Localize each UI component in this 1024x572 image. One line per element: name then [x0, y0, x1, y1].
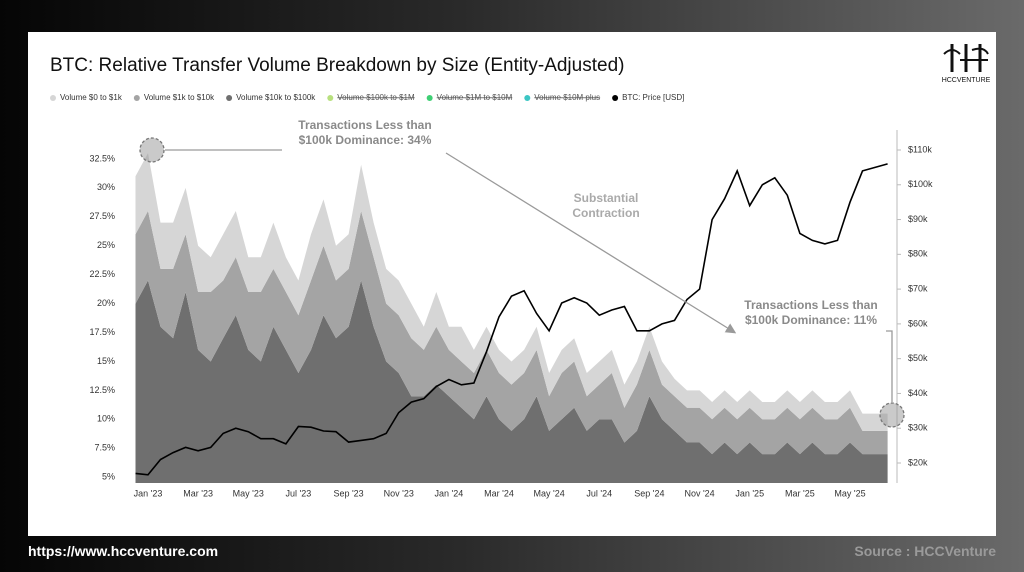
x-tick-label: Jan '25 — [735, 488, 764, 498]
y-tick-label: 25% — [97, 240, 115, 250]
y2-tick-label: $40k — [908, 388, 928, 398]
x-tick-label: Mar '24 — [484, 488, 514, 498]
annotations: Transactions Less than$100k Dominance: 3… — [298, 118, 877, 327]
legend-swatch — [524, 95, 531, 101]
y2-tick-label: $100k — [908, 179, 933, 189]
line — [135, 163, 888, 476]
footer-url: https://www.hccventure.com — [28, 543, 219, 559]
annotation: $100k Dominance: 34% — [299, 133, 432, 147]
area — [135, 211, 888, 455]
logo-text: HCCVENTURE — [942, 77, 991, 84]
legend-label: Volume $10k to $100k — [236, 93, 316, 102]
legend-label: BTC: Price [USD] — [622, 93, 684, 102]
y2-tick-label: $20k — [908, 457, 928, 467]
legend-label: Volume $10M plus — [534, 93, 600, 102]
legend-swatch — [327, 95, 334, 101]
x-tick-label: Sep '24 — [634, 488, 664, 498]
y-tick-label: 20% — [97, 298, 115, 308]
y-tick-label: 5% — [102, 472, 115, 482]
area — [135, 280, 888, 483]
y2-tick-label: $70k — [908, 283, 928, 293]
y-tick-label: 22.5% — [89, 269, 115, 279]
y2-tick-label: $90k — [908, 214, 928, 224]
x-tick-label: Jul '24 — [586, 488, 612, 498]
legend-label: Volume $1k to $10k — [144, 93, 215, 102]
legend-swatch — [226, 95, 233, 101]
y-tick-label: 30% — [97, 182, 115, 192]
x-tick-label: Mar '25 — [785, 488, 815, 498]
annotation: Substantial — [574, 191, 639, 205]
legend-swatch — [426, 95, 433, 101]
legend-label: Volume $0 to $1k — [60, 93, 123, 102]
legend-label: Volume $100k to $1M — [337, 93, 415, 102]
x-tick-label: Jan '24 — [434, 488, 463, 498]
y2-tick-label: $110k — [908, 144, 932, 154]
plot: 5% 7.5% 10% 12.5% 15% 17.5% 20% 22.5% 25% 27.5% 30… — [89, 130, 933, 498]
y-tick-label: 32.5% — [89, 153, 115, 163]
x-tick-label: Jul '23 — [286, 488, 312, 498]
x-tick-label: Sep '23 — [333, 488, 363, 498]
annotation: $100k Dominance: 11% — [745, 313, 877, 327]
footer-source: Source : HCCVenture — [854, 543, 996, 559]
x-tick-label: Mar '23 — [183, 488, 213, 498]
annotation-graphics — [139, 137, 905, 428]
legend-swatch — [612, 95, 619, 101]
area — [135, 153, 888, 431]
y-tick-label: 10% — [97, 414, 115, 424]
x-tick-label: May '23 — [233, 488, 264, 498]
legend: Volume $0 to $1k Volume $1k to $10k Volume… — [50, 93, 684, 102]
annotation: Contraction — [572, 206, 639, 220]
legend-swatch — [133, 95, 140, 101]
y2-tick-label: $30k — [908, 423, 928, 433]
legend-label: Volume $1M to $10M — [437, 93, 513, 102]
y-tick-label: 12.5% — [89, 385, 115, 395]
x-tick-label: May '25 — [834, 488, 865, 498]
y-tick-label: 15% — [97, 356, 115, 366]
x-tick-label: Nov '23 — [384, 488, 414, 498]
y-tick-label: 27.5% — [89, 211, 115, 221]
x-tick-label: Nov '24 — [684, 488, 714, 498]
x-tick-label: Jan '23 — [134, 488, 163, 498]
y-tick-label: 17.5% — [89, 327, 115, 337]
chart-title: BTC: Relative Transfer Volume Breakdown … — [50, 55, 624, 76]
x-tick-label: May '24 — [534, 488, 565, 498]
chart: BTC: Relative Transfer Volume Breakdown … — [50, 44, 991, 499]
legend-swatch — [50, 95, 56, 101]
y-tick-label: 7.5% — [94, 443, 115, 453]
annotation: Transactions Less than — [298, 118, 431, 132]
logo: HCCVENTURE — [942, 44, 991, 84]
y2-tick-label: $60k — [908, 318, 928, 328]
y2-tick-label: $50k — [908, 353, 928, 363]
y2-tick-label: $80k — [908, 249, 928, 259]
annotation: Transactions Less than — [744, 298, 877, 312]
